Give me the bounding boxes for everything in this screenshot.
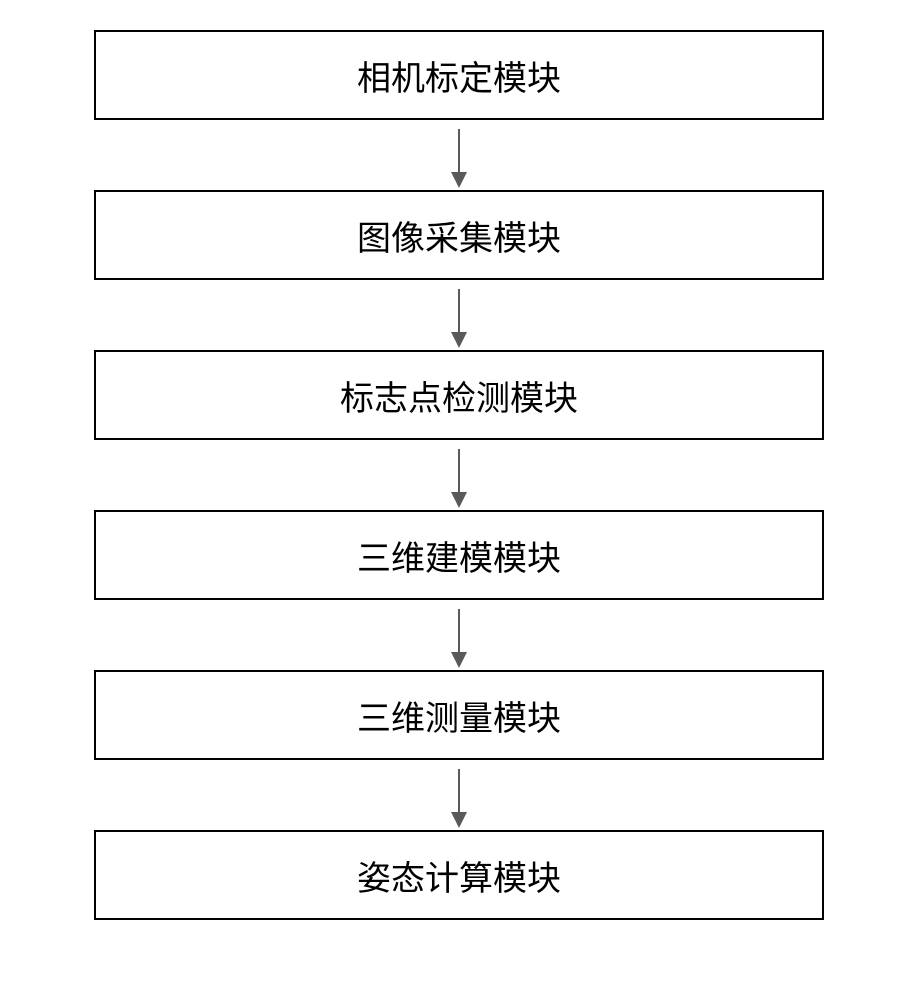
flow-arrow: [94, 120, 824, 190]
flow-arrow: [94, 280, 824, 350]
flow-node-label: 姿态计算模块: [357, 851, 561, 900]
flow-node-label: 标志点检测模块: [340, 371, 578, 420]
flow-node-3d-modeling: 三维建模模块: [94, 510, 824, 600]
flow-node-label: 三维建模模块: [357, 531, 561, 580]
flow-node-label: 三维测量模块: [357, 691, 561, 740]
flow-node-image-acquisition: 图像采集模块: [94, 190, 824, 280]
flow-arrow: [94, 440, 824, 510]
flow-node-label: 相机标定模块: [357, 51, 561, 100]
flow-node-marker-detection: 标志点检测模块: [94, 350, 824, 440]
flow-node-label: 图像采集模块: [357, 211, 561, 260]
arrow-head-icon: [451, 492, 467, 508]
arrow-head-icon: [451, 812, 467, 828]
flow-node-pose-calculation: 姿态计算模块: [94, 830, 824, 920]
arrow-head-icon: [451, 172, 467, 188]
flow-node-camera-calibration: 相机标定模块: [94, 30, 824, 120]
arrow-head-icon: [451, 652, 467, 668]
flow-arrow: [94, 760, 824, 830]
flow-arrow: [94, 600, 824, 670]
arrow-head-icon: [451, 332, 467, 348]
flow-node-3d-measurement: 三维测量模块: [94, 670, 824, 760]
